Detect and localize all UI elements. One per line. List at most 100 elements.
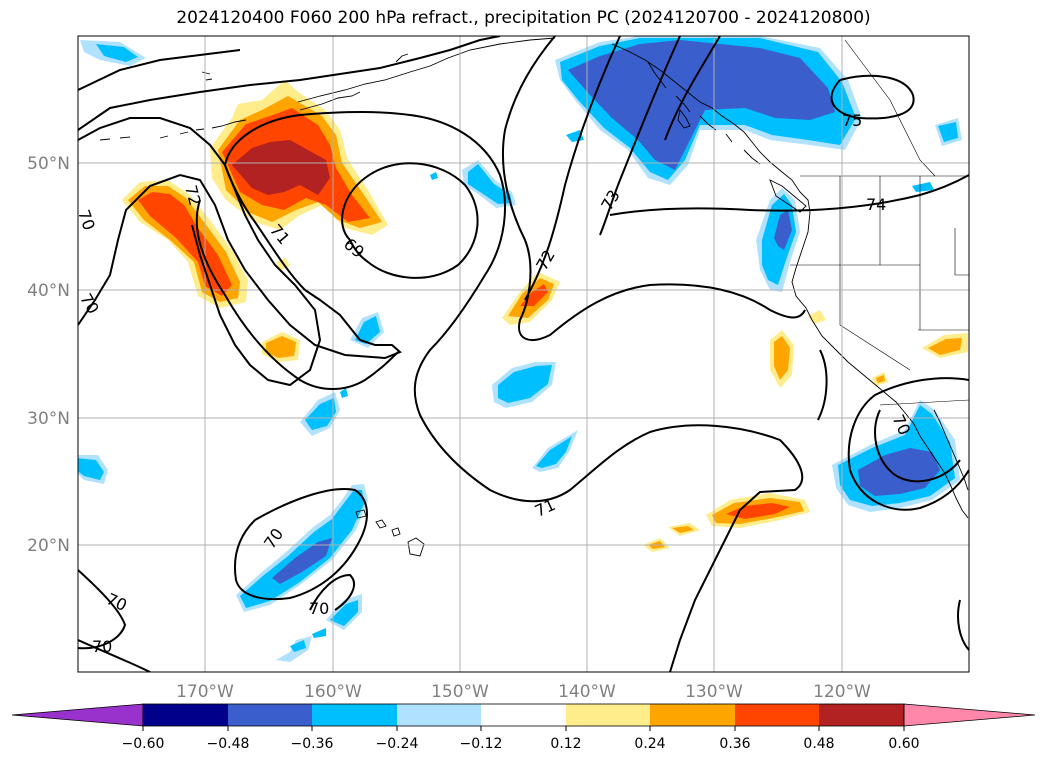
colorbar-swatch	[735, 704, 819, 726]
contour-label: 74	[866, 195, 886, 214]
precip-positive-region	[928, 338, 962, 355]
colorbar-tick-label: 0.48	[803, 736, 834, 752]
gridlines	[78, 36, 969, 672]
contour-label: 75	[842, 111, 862, 130]
coastline	[611, 43, 811, 213]
coastline	[391, 527, 401, 537]
coastline	[677, 108, 691, 129]
contour-70	[78, 173, 402, 360]
coastline	[407, 537, 425, 557]
contour-70	[874, 409, 961, 483]
colorbar-tick-label: −0.48	[207, 736, 250, 752]
coastline	[297, 37, 556, 103]
precip-negative-region	[568, 40, 835, 170]
precip-negative-region	[468, 164, 512, 204]
precip-negative-region	[430, 172, 438, 180]
colorbar-tick-label: 0.12	[550, 736, 581, 752]
precip-positive-region	[774, 336, 790, 380]
precip-negative-region	[78, 458, 104, 480]
precip-negative-region	[330, 600, 358, 626]
colorbar-tick-label: 0.60	[888, 736, 919, 752]
precip-negative-region	[536, 436, 572, 468]
precip-positive-region	[726, 503, 790, 519]
contour-label: 70	[74, 207, 99, 233]
coastline	[395, 53, 409, 63]
border-line	[844, 39, 936, 177]
contour-70	[847, 377, 969, 511]
precip-positive-region	[876, 375, 885, 383]
precip-negative-region	[858, 448, 940, 496]
colorbar-swatch	[819, 704, 904, 726]
contour-70	[78, 569, 127, 650]
precip-negative-region	[912, 182, 934, 192]
contour-label: 70	[309, 599, 329, 618]
precip-negative-region	[290, 640, 306, 652]
precip-positive-region	[266, 336, 296, 358]
lon-label: 130°W	[685, 682, 743, 702]
colorbar-swatch	[650, 704, 735, 726]
lat-label: 40°N	[27, 281, 70, 301]
colorbar-tick-label: 0.24	[634, 736, 665, 752]
contour-73	[78, 49, 241, 91]
lon-label: 160°W	[304, 682, 362, 702]
coastline	[201, 71, 213, 81]
political-borders	[790, 39, 969, 406]
colorbar-swatch	[566, 704, 650, 726]
contour-72	[501, 36, 806, 341]
refractivity-contours	[78, 36, 969, 672]
contour-70	[817, 349, 828, 421]
precip-positive-region	[138, 192, 232, 296]
lat-label: 50°N	[27, 154, 70, 174]
precip-negative-region	[938, 122, 958, 142]
contour-69	[341, 162, 479, 279]
coastline	[159, 128, 205, 139]
colorbar-tick-label: −0.24	[376, 736, 419, 752]
lon-label: 140°W	[558, 682, 616, 702]
contour-71	[195, 199, 399, 390]
contour-70	[234, 488, 368, 601]
contour-71	[223, 110, 804, 672]
lon-label: 150°W	[431, 682, 489, 702]
colorbar-tick-label: −0.12	[460, 736, 503, 752]
precip-negative-region	[498, 365, 552, 403]
colorbar-tick-label: 0.36	[719, 736, 750, 752]
longitude-labels: 170°W 160°W 150°W 140°W 130°W 120°W	[176, 682, 871, 702]
contour-70	[309, 573, 355, 611]
precip-positive-region	[232, 140, 330, 195]
contour-73	[524, 36, 621, 301]
coastline	[913, 423, 969, 519]
colorbar-swatch	[228, 704, 312, 726]
coastline	[791, 211, 915, 425]
precip-positive-region	[672, 526, 694, 533]
border-line	[839, 176, 969, 330]
precip-shading	[78, 36, 968, 662]
coastline	[211, 119, 247, 129]
coastlines	[99, 37, 969, 557]
contour-label: 70	[92, 637, 112, 656]
lon-label: 170°W	[176, 682, 234, 702]
contour-75	[664, 36, 721, 141]
map-area: 70 70 70 70 70 70 71 71 72 72 73 74 75 6…	[74, 36, 969, 672]
colorbar-swatch	[143, 704, 228, 726]
precip-negative-region	[272, 538, 332, 584]
coastline	[769, 179, 807, 213]
coastline	[299, 91, 361, 111]
colorbar-swatch	[397, 704, 481, 726]
precip-negative-region	[774, 210, 792, 250]
latitude-labels: 50°N 40°N 30°N 20°N	[27, 154, 70, 556]
contour-70	[78, 36, 501, 131]
precip-negative-region	[96, 44, 138, 62]
coastline	[375, 519, 387, 529]
contour-72	[78, 117, 322, 387]
coastline	[99, 136, 131, 141]
contour-75	[830, 74, 915, 120]
contour-70	[957, 599, 969, 651]
map-title: 2024120400 F060 200 hPa refract., precip…	[176, 8, 871, 28]
colorbar-swatch	[11, 703, 144, 727]
border-line	[879, 399, 969, 406]
contour-70	[78, 639, 151, 672]
precip-negative-region	[305, 398, 336, 430]
lat-label: 30°N	[27, 409, 70, 429]
precip-negative-region	[312, 628, 326, 638]
